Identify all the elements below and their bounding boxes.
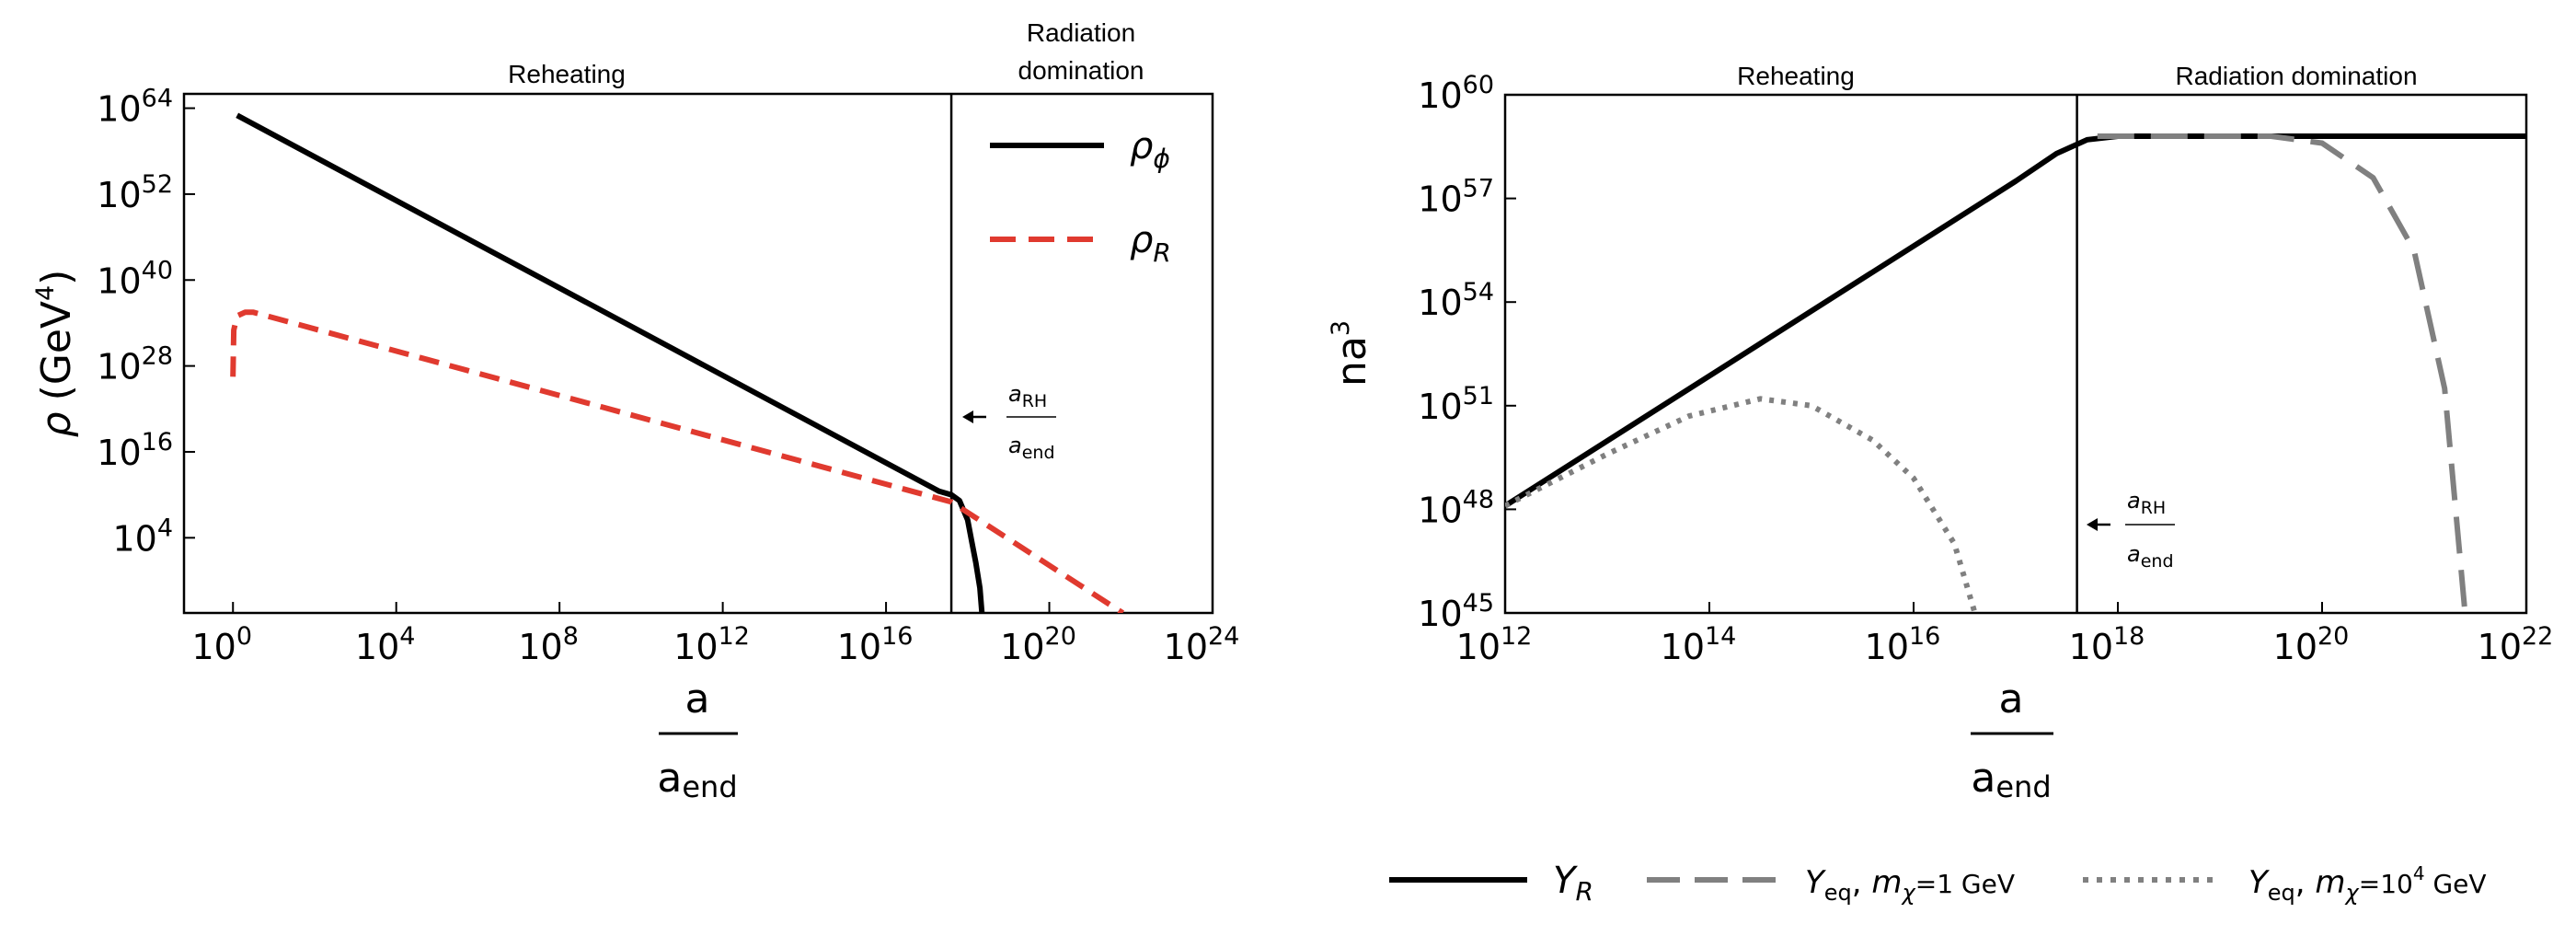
right-annotation-numerator: aRH [2127,488,2166,518]
left-region-reheating: Reheating [508,60,626,88]
right-series-line-2 [1505,396,1978,613]
right-y-tick-label-3: 1054 [1418,278,1494,323]
right-chart: 1012 1014 1016 1018 1020 1022 1045 1048 1051 105… [1327,62,2553,907]
right-series-line-1 [2097,133,2468,613]
left-x-axis-label: a aend [657,676,738,804]
right-x-tick-label-1: 1014 [1661,622,1737,667]
left-x-tick-label-0: 100 [191,622,252,667]
left-y-tick-label-5: 1064 [97,85,173,130]
right-annotation-denominator: aend [2127,541,2174,572]
left-region-domination: domination [1018,56,1144,85]
left-y-axis-label: ρ(GeV4) [31,270,80,438]
right-x-ticks: 1012 1014 1016 1018 1020 1022 [1456,602,2554,667]
right-y-ticks: 1045 1048 1051 1054 1057 1060 [1418,71,1516,634]
right-x-tick-label-4: 1020 [2273,622,2350,667]
right-x-axis-label: a aend [1971,676,2053,804]
svg-text:ρ(GeV4): ρ(GeV4) [31,270,80,438]
left-x-tick-label-3: 1012 [673,622,750,667]
right-y-axis-label: na3 [1327,320,1375,387]
right-y-tick-label-0: 1045 [1418,589,1494,634]
left-series-line-0 [236,112,985,613]
left-x-label-numerator: a [685,676,710,722]
left-y-tick-label-3: 1040 [97,256,173,301]
left-annotation-numerator: aRH [1008,381,1047,411]
left-x-ticks: 100 104 108 1012 1016 1020 1024 [191,602,1239,667]
right-x-label-numerator: a [1999,676,2024,722]
right-legend: YR Yeq, mχ=1 GeV Yeq, mχ=104 GeV [1389,860,2487,907]
left-y-ticks: 104 1016 1028 1040 1052 1064 [97,85,195,559]
right-arh-annotation: aRH aend [2087,488,2175,572]
right-y-tick-label-1: 1048 [1418,485,1494,530]
left-arrow-head [962,410,973,423]
left-x-tick-label-4: 1016 [837,622,914,667]
left-region-radiation: Radiation [1027,18,1135,47]
left-y-tick-label-4: 1052 [97,170,173,215]
left-y-tick-label-1: 1016 [97,428,173,473]
left-y-tick-label-2: 1028 [97,342,173,387]
legend-label-yeq-1gev: Yeq, mχ=1 GeV [1805,864,2015,906]
left-x-tick-label-6: 1024 [1164,622,1240,667]
left-x-tick-label-2: 108 [518,622,579,667]
right-region-radiation-domination: Radiation domination [2175,62,2417,90]
right-x-tick-label-3: 1018 [2069,622,2145,667]
left-x-label-denominator: aend [657,755,737,804]
left-y-tick-label-0: 104 [112,514,173,559]
left-series-line-1 [230,309,1125,613]
right-y-tick-label-2: 1051 [1418,382,1494,427]
right-x-label-denominator: aend [1971,755,2051,804]
right-arrow-head [2087,518,2098,531]
left-arh-annotation: aRH aend [962,381,1056,463]
right-plot-frame [1503,93,2528,615]
left-series-group [230,112,1125,613]
right-series-group [1505,133,2526,613]
right-series-line-0 [1505,133,2526,509]
right-y-tick-label-4: 1057 [1418,175,1494,220]
left-plot-frame [182,92,1214,615]
svg-text:na3: na3 [1327,320,1375,387]
left-x-tick-label-1: 104 [355,622,416,667]
legend-label-rho-phi: ρϕ [1130,125,1170,174]
left-annotation-denominator: aend [1008,433,1055,463]
right-y-tick-label-5: 1060 [1418,71,1494,116]
left-chart: 100 104 108 1012 1016 1020 1024 10410161028104… [31,18,1239,804]
legend-label-yr: YR [1553,860,1593,907]
right-x-tick-label-5: 1022 [2478,622,2554,667]
legend-label-rho-r: ρR [1130,219,1171,268]
left-x-tick-label-5: 1020 [1000,622,1076,667]
legend-label-yeq-1e4gev: Yeq, mχ=104 GeV [2248,862,2487,906]
right-x-tick-label-0: 1012 [1456,622,1533,667]
right-region-reheating: Reheating [1737,62,1855,90]
right-x-tick-label-2: 1016 [1865,622,1941,667]
